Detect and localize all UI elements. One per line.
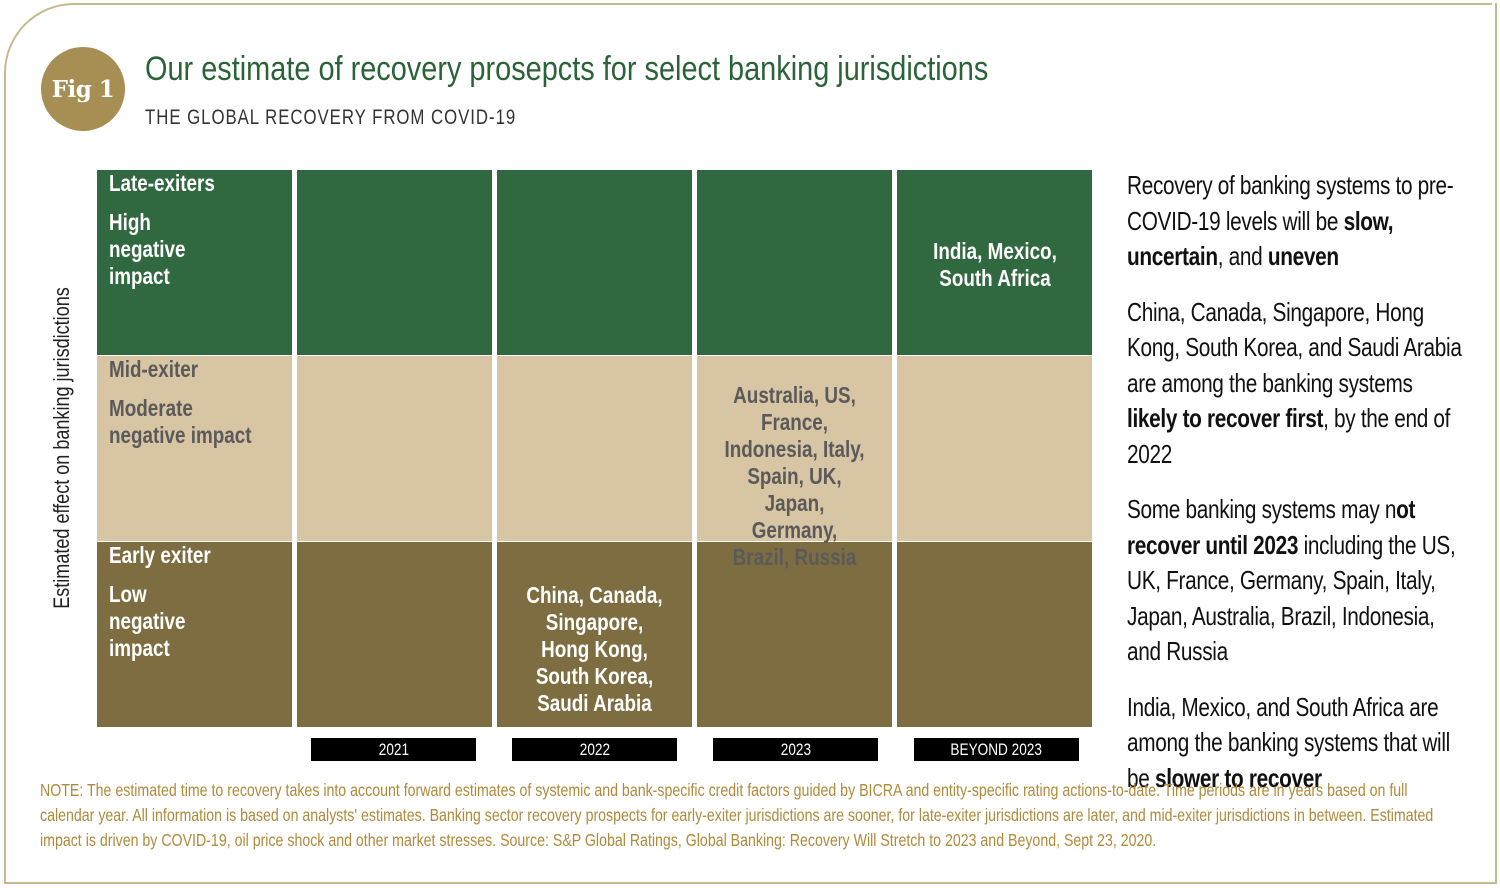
matrix-cell [497,170,692,355]
figure-badge: Fig 1 [41,47,125,131]
finding-text: India, Mexico, and South Africa are amon… [1127,691,1450,793]
row-impact: Moderate negative impact [109,395,252,448]
year-label-2022: 2022 [512,738,677,761]
finding-text: , and [1217,241,1268,271]
footnote: NOTE: The estimated time to recovery tak… [40,780,1434,850]
cell-countries: Australia, US, France, Indonesia, Italy,… [724,382,865,570]
cell-countries: China, Canada, Singapore, Hong Kong, Sou… [526,582,663,716]
finding-text: including the US, UK, France, Germany, S… [1127,529,1456,667]
year-label-2021: 2021 [311,738,476,761]
matrix-cell [497,356,692,541]
finding-paragraph: Some banking systems may not recover unt… [1127,492,1463,670]
finding-text: , by the end of 2022 [1127,403,1451,469]
matrix-cell: China, Canada, Singapore, Hong Kong, Sou… [497,542,692,727]
matrix-cell: India, Mexico, South Africa [897,170,1092,355]
finding-paragraph: China, Canada, Singapore, Hong Kong, Sou… [1127,295,1463,473]
row-impact: Low negative impact [109,581,186,661]
figure-frame [4,3,1492,883]
matrix-cell [697,170,892,355]
finding-emphasis: slower to recover [1154,762,1322,793]
y-axis-label: Estimated effect on banking jurisdiction… [49,287,74,609]
matrix-cell [897,356,1092,541]
figure-title: Our estimate of recovery prosepcts for s… [145,50,989,88]
finding-paragraph: Recovery of banking systems to pre-COVID… [1127,168,1463,275]
finding-text: Some banking systems may n [1127,494,1397,524]
figure-subtitle: THE GLOBAL RECOVERY FROM COVID-19 [145,106,517,129]
finding-emphasis: slow, uncertain [1127,205,1394,272]
frame-bottom-border [4,882,1496,884]
matrix-cell [297,356,492,541]
cell-countries: India, Mexico, South Africa [932,238,1057,291]
finding-emphasis: uneven [1267,241,1339,271]
key-findings: Recovery of banking systems to pre-COVID… [1127,168,1477,816]
matrix-cell [297,542,492,727]
row-impact: High negative impact [109,209,186,289]
finding-emphasis: ot recover until 2023 [1127,494,1416,560]
matrix-cell: Australia, US, France, Indonesia, Italy,… [697,356,892,570]
row-name: Late-exiters [109,170,215,196]
matrix-cell [297,170,492,355]
finding-text: Recovery of banking systems to pre-COVID… [1127,170,1454,236]
recovery-matrix: Late-exiters High negative impact India,… [97,170,1092,727]
row-name: Mid-exiter [109,356,199,382]
finding-emphasis: likely to recover first [1127,403,1324,433]
matrix-cell [697,542,892,727]
year-label-2023: 2023 [713,738,878,761]
matrix-cell [897,542,1092,727]
finding-text: China, Canada, Singapore, Hong Kong, Sou… [1127,296,1462,398]
row-label-early-exiter: Early exiter Low negative impact [97,542,292,727]
figure-badge-text: Fig 1 [51,75,115,103]
row-name: Early exiter [109,542,211,568]
frame-right-border [1495,3,1497,884]
year-label-beyond-2023: BEYOND 2023 [914,738,1079,761]
finding-paragraph: India, Mexico, and South Africa are amon… [1127,690,1463,797]
row-label-mid-exiter: Mid-exiter Moderate negative impact [97,356,292,541]
row-label-late-exiters: Late-exiters High negative impact [97,170,292,355]
